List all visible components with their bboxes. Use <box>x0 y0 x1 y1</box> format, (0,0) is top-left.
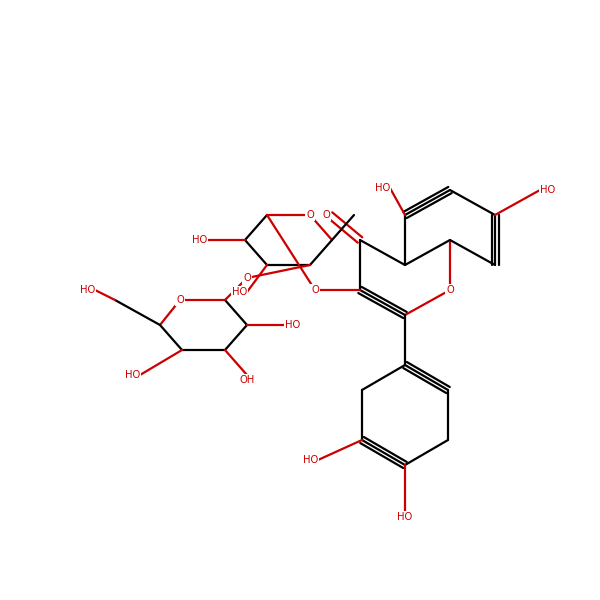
Text: O: O <box>311 285 319 295</box>
Text: O: O <box>176 295 184 305</box>
Text: HO: HO <box>303 455 318 465</box>
Text: OH: OH <box>239 375 254 385</box>
Text: HO: HO <box>192 235 207 245</box>
Text: HO: HO <box>375 183 390 193</box>
Text: HO: HO <box>232 287 247 297</box>
Text: O: O <box>446 285 454 295</box>
Text: O: O <box>306 210 314 220</box>
Text: HO: HO <box>285 320 300 330</box>
Text: HO: HO <box>397 512 413 522</box>
Text: HO: HO <box>540 185 555 195</box>
Text: O: O <box>243 273 251 283</box>
Text: HO: HO <box>125 370 140 380</box>
Text: O: O <box>322 210 330 220</box>
Text: HO: HO <box>80 285 95 295</box>
